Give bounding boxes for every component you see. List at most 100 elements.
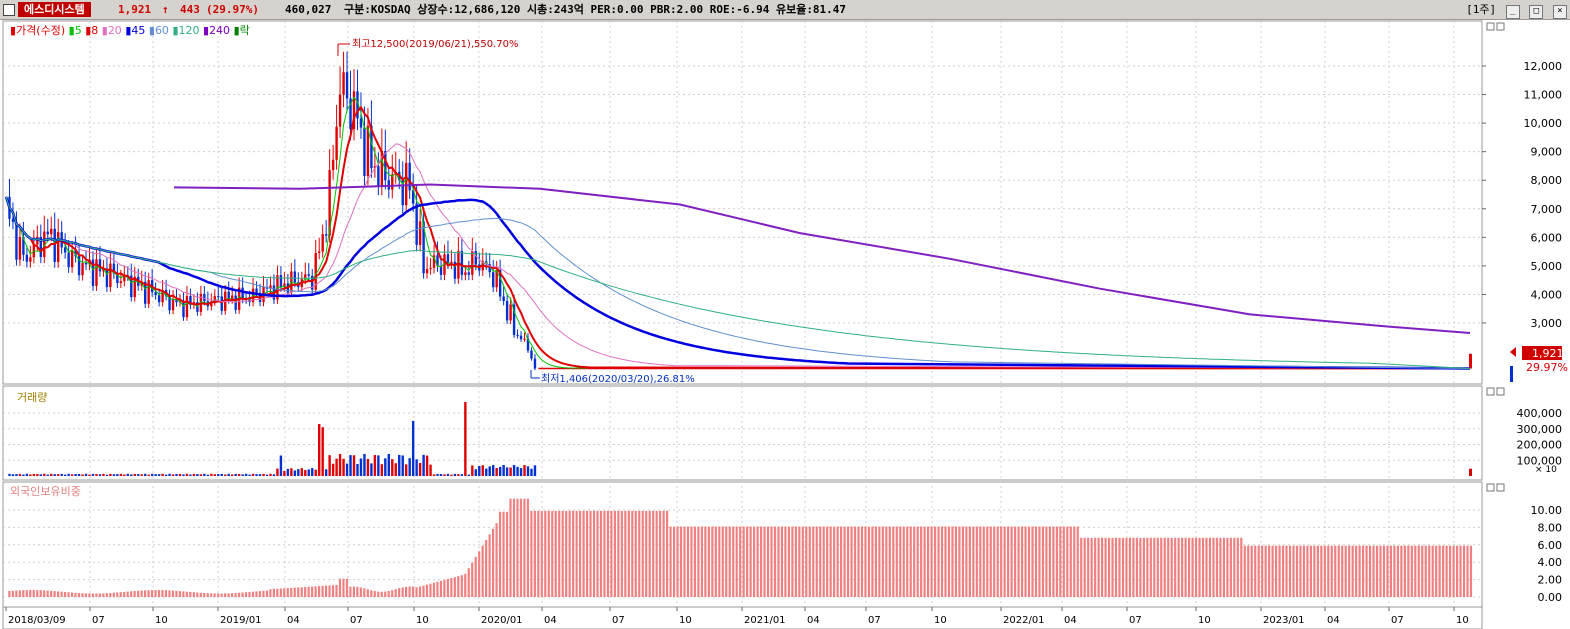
foreign-ratio-bar <box>867 526 871 597</box>
foreign-ratio-bar <box>95 593 98 597</box>
stock-name[interactable]: 에스디시스템 <box>18 2 91 17</box>
candle-body <box>213 296 216 302</box>
foreign-ratio-bar <box>15 590 18 597</box>
foreign-ratio-bar <box>300 587 303 597</box>
foreign-ratio-bar <box>91 593 94 597</box>
stock-chart[interactable]: ▮가격(수정) ▮5 ▮8 ▮20 ▮45 ▮60 ▮120 ▮240 ▮락 최… <box>0 20 1570 629</box>
volume-bar <box>311 468 314 476</box>
foreign-ratio-bar <box>631 510 634 597</box>
volume-axis-label: 300,000 <box>1517 423 1563 436</box>
foreign-ratio-bar <box>1240 537 1243 597</box>
foreign-ratio-bar <box>1020 526 1024 597</box>
price-tag-box <box>1522 346 1562 360</box>
foreign-ratio-bar <box>711 526 714 597</box>
x-axis-label: 2023/01 <box>1263 615 1305 626</box>
candle-body <box>474 251 477 265</box>
panel-restore-icon <box>1486 483 1495 492</box>
minimize-icon[interactable]: _ <box>1505 5 1520 19</box>
period-selector[interactable]: [1주] <box>1466 3 1497 16</box>
candle-body <box>304 274 307 280</box>
candle-body <box>112 263 116 274</box>
candle-body <box>95 259 98 286</box>
volume-bar <box>168 473 171 476</box>
foreign-ratio-bar <box>102 593 105 597</box>
volume-bar <box>519 468 523 476</box>
foreign-ratio-bar <box>1424 545 1427 597</box>
volume-bar <box>39 474 42 476</box>
x-axis-label: 10 <box>155 615 168 626</box>
volume-bar <box>338 453 342 476</box>
foreign-ratio-bar <box>481 545 484 597</box>
foreign-ratio-bar <box>1177 537 1180 597</box>
ma-240-line <box>173 183 1471 334</box>
volume-bar <box>457 474 460 476</box>
foreign-ratio-bar <box>206 593 209 597</box>
foreign-ratio-bar <box>498 511 502 597</box>
foreign-ratio-bar <box>244 592 248 597</box>
foreign-ratio-bar <box>63 591 67 597</box>
candle-body <box>363 127 366 176</box>
foreign-ratio-bar <box>1114 537 1118 597</box>
volume-bar <box>18 473 22 476</box>
candle-body <box>98 259 102 272</box>
foreign-ratio-bar <box>84 593 88 597</box>
foreign-ratio-bar <box>746 526 749 597</box>
close-icon[interactable]: × <box>1553 5 1567 19</box>
foreign-ratio-bar <box>432 582 436 597</box>
volume-bar <box>321 427 324 476</box>
candle-body <box>401 180 404 206</box>
foreign-ratio-bar <box>217 593 220 597</box>
maximize-icon[interactable]: □ <box>1529 5 1544 19</box>
foreign-ratio-bar <box>11 590 14 597</box>
foreign-ratio-bar <box>920 526 923 597</box>
foreign-ratio-bar <box>502 511 505 597</box>
volume-bar <box>391 459 394 476</box>
foreign-ratio-bar <box>276 588 279 597</box>
volume-bar <box>189 474 192 476</box>
candle-body <box>168 295 171 311</box>
foreign-ratio-bar <box>1306 545 1309 597</box>
volume-bar <box>258 474 262 476</box>
foreign-ratio-bar <box>363 588 366 597</box>
foreign-ratio-bar <box>77 593 81 597</box>
foreign-ratio-bar <box>951 526 954 597</box>
volume-bar <box>356 463 359 476</box>
foreign-ratio-bar <box>394 589 397 597</box>
candle-body <box>77 256 81 276</box>
foreign-ratio-bar <box>648 510 651 597</box>
foreign-ratio-bar <box>874 526 877 597</box>
foreign-ratio-bar <box>255 591 258 597</box>
foreign-ratio-bar <box>1236 537 1239 597</box>
x-axis-label: 2018/03/09 <box>8 615 66 626</box>
foreign-ratio-bar <box>1243 545 1246 597</box>
candle-body <box>377 166 380 187</box>
volume-bar <box>251 473 255 476</box>
candle-body <box>15 221 18 260</box>
foreign-ratio-bar <box>1007 526 1010 597</box>
candle-body <box>352 91 356 130</box>
foreign-ratio-bar <box>345 578 349 597</box>
candle-body <box>460 250 464 275</box>
candle-body <box>457 250 460 279</box>
foreign-ratio-bar <box>366 589 369 597</box>
volume-bar <box>436 473 439 476</box>
foreign-ratio-bar <box>1076 526 1079 597</box>
price-axis-label: 10,000 <box>1524 117 1563 130</box>
axis-marker <box>1510 366 1513 382</box>
foreign-ratio-bar <box>652 510 655 597</box>
foreign-ratio-bar <box>1386 545 1389 597</box>
select-checkbox[interactable] <box>3 4 15 16</box>
foreign-ratio-bar <box>1362 545 1365 597</box>
foreign-ratio-bar <box>443 579 446 597</box>
foreign-ratio-bar <box>46 590 49 597</box>
foreign-ratio-bar <box>554 510 557 597</box>
volume-bar <box>133 473 136 476</box>
candle-body <box>116 273 119 284</box>
foreign-ratio-bar <box>70 592 74 597</box>
chart-panel-1 <box>2 385 1483 481</box>
foreign-ratio-bar <box>324 585 328 597</box>
foreign-ratio-bar <box>464 573 467 597</box>
foreign-ratio-bar <box>930 526 933 597</box>
volume-bar <box>318 424 321 476</box>
volume-bar <box>91 473 95 476</box>
